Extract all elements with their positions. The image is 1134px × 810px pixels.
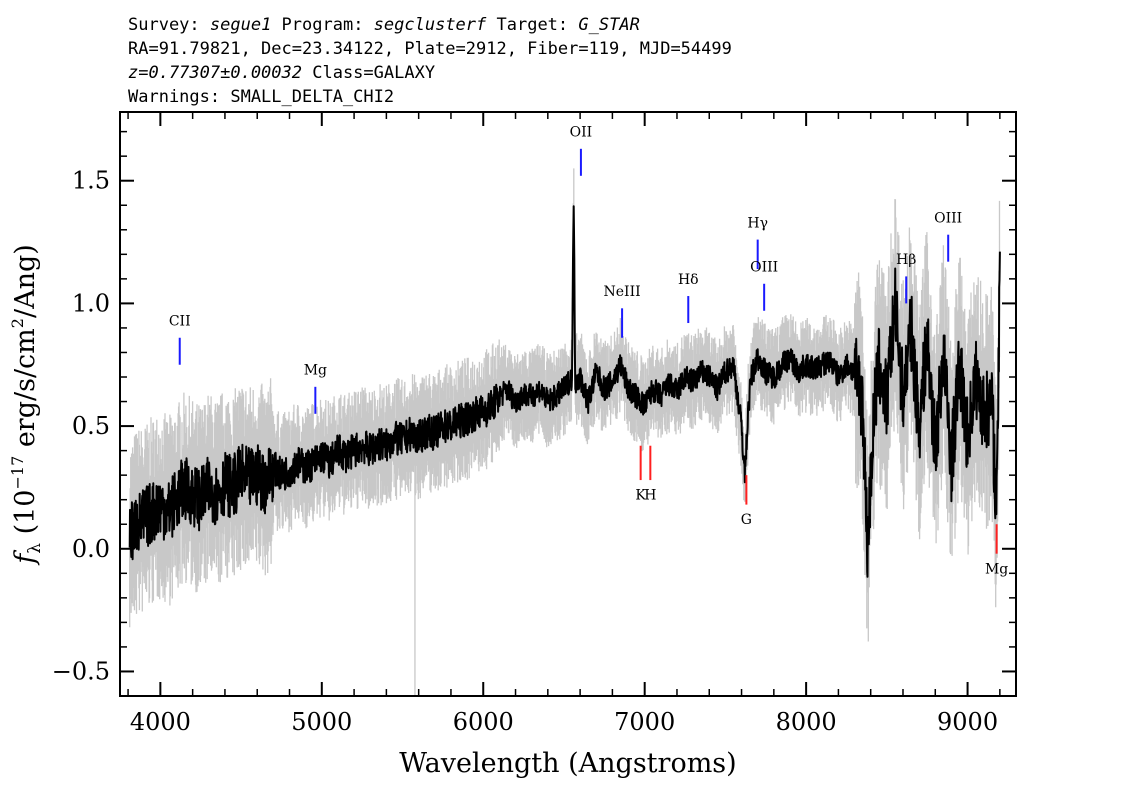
spectral-line-markers: CII Mg OII NeIII Hδ Hγ OIII Hβ OIII KH G Mg bbox=[169, 125, 1008, 578]
flux-line bbox=[128, 205, 1001, 578]
y-tick-label: 1.0 bbox=[72, 289, 110, 317]
x-tick-label: 9000 bbox=[937, 708, 998, 736]
spectral-line-label: NeIII bbox=[604, 284, 641, 300]
x-axis-label: Wavelength (Angstroms) bbox=[399, 748, 736, 779]
spectral-line-label: G bbox=[741, 512, 752, 528]
header-line2: RA=91.79821, Dec=23.34122, Plate=2912, F… bbox=[128, 39, 732, 59]
header-line3: z=0.77307±0.00032 Class=GALAXY bbox=[128, 63, 435, 83]
spectral-line-label: OIII bbox=[934, 210, 962, 226]
header-line1: Survey: segue1 Program: segclusterf Targ… bbox=[128, 15, 640, 35]
spectral-line-label: Hδ bbox=[678, 272, 699, 288]
spectral-line-label: K bbox=[635, 488, 646, 504]
plot-frame bbox=[119, 111, 1017, 697]
spectral-line-label: OIII bbox=[750, 259, 778, 275]
y-axis-label: fλ (10−17 erg/s/cm2/Ang) bbox=[8, 244, 45, 566]
x-tick-label: 7000 bbox=[614, 708, 675, 736]
spectral-line-label: CII bbox=[169, 313, 191, 329]
header-line4: Warnings: SMALL_DELTA_CHI2 bbox=[128, 87, 394, 107]
plot-header: Survey: segue1 Program: segclusterf Targ… bbox=[128, 15, 732, 107]
spectral-line-label: Hβ bbox=[896, 252, 916, 268]
x-tick-label: 6000 bbox=[453, 708, 514, 736]
x-tick-label: 5000 bbox=[291, 708, 352, 736]
x-axis-ticks: 4000 5000 6000 7000 8000 9000 bbox=[127, 112, 1001, 736]
spectral-line-label: Mg bbox=[985, 561, 1008, 577]
spectral-line-label: OII bbox=[570, 125, 593, 141]
flux-error-band bbox=[129, 168, 1001, 696]
y-tick-label: 0.5 bbox=[72, 412, 110, 440]
error-band-path bbox=[129, 168, 1001, 642]
x-tick-label: 8000 bbox=[776, 708, 837, 736]
y-axis-ticks: −0.5 0.0 0.5 1.0 1.5 bbox=[52, 130, 1016, 697]
y-tick-label: −0.5 bbox=[52, 657, 110, 685]
x-tick-label: 4000 bbox=[130, 708, 191, 736]
y-tick-label: 1.5 bbox=[72, 167, 110, 195]
spectral-line-label: Hγ bbox=[747, 215, 768, 231]
spectral-line-label: H bbox=[644, 488, 656, 504]
flux-series bbox=[128, 205, 1001, 578]
spectral-line-label: Mg bbox=[304, 363, 327, 379]
y-tick-label: 0.0 bbox=[72, 535, 110, 563]
